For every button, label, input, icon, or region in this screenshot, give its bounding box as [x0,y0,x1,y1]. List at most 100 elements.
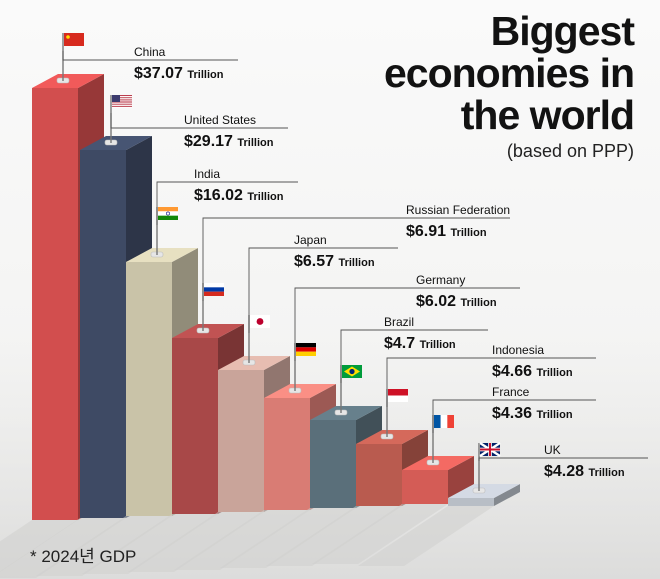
chart-title: Biggest economies in the world (based on… [383,10,635,161]
unit-label: Trillion [420,339,456,351]
label-leader-line [202,217,510,301]
label-leader-line [156,181,298,225]
title-line-2: economies in [383,50,635,96]
label-leader-line [248,247,398,333]
country-label: Brazil [384,315,414,329]
bar-front-face [172,338,218,514]
flag-stripe [112,95,120,102]
usa-flag-icon [112,95,132,108]
bar-brazil: Brazil $4.7 Trillion [220,315,488,568]
bar-shadow [358,506,494,566]
country-label: France [492,385,530,399]
flag-stripe [112,101,132,103]
bar-shadow [0,518,126,578]
bar-shadow [174,510,310,570]
country-label: Russian Federation [406,203,510,217]
bar-front-face [218,370,264,512]
unit-label: Trillion [536,409,572,421]
chart-subtitle: (based on PPP) [506,141,634,161]
bar-front-face [356,444,402,506]
label-leader-line [340,329,488,383]
country-label: Germany [416,273,465,287]
value-label: $4.66 Trillion [492,363,573,380]
bar-front-face [448,498,494,506]
flag-stripe [112,104,132,106]
flag-stripe [388,395,408,402]
bar-shadow [312,504,448,564]
value-label: $6.57 Trillion [294,253,375,270]
indonesia-flag-icon [388,389,408,402]
flag-stripe [112,100,132,102]
label-leader-line [110,113,288,129]
flag-sun [256,318,264,325]
flag-stripe [112,102,132,104]
bar-front-face [126,262,172,516]
label-leader-line [294,287,520,361]
bar-shadow [36,516,172,576]
unit-label: Trillion [536,367,572,379]
title-line-3: the world [460,92,635,138]
value-label: $6.91 Trillion [406,223,487,240]
bar-front-face [32,88,78,520]
label-leader-line [386,357,596,407]
flag-stripe [204,291,224,296]
unit-label: Trillion [588,467,624,479]
flag-stripe [112,97,132,99]
bar-side-face [494,484,520,506]
country-label: United States [184,113,256,127]
flag-stripe [112,95,132,97]
label-leader-line [62,51,238,61]
flag-stripe [112,98,132,100]
brazil-flag-icon [342,365,362,378]
flag-stripe [434,415,441,428]
bar-front-face [402,470,448,504]
japan-flag-icon [250,315,270,328]
label-leader-line [478,457,648,461]
flag-stripe [296,351,316,356]
flag-stripe [112,95,132,96]
flag-stripe [112,103,132,105]
flag-stripe [158,211,178,216]
unit-label: Trillion [460,297,496,309]
flag-stripe [204,287,224,292]
flag-stripe [489,443,491,456]
value-label: $4.36 Trillion [492,405,573,422]
country-label: Japan [294,233,327,247]
unit-label: Trillion [450,227,486,239]
footnote: * 2024년 GDP [30,547,137,566]
flag-stripe [112,106,132,108]
country-label: UK [544,443,561,457]
value-label: $29.17 Trillion [184,133,274,150]
bar-front-face [310,420,356,508]
bar-shadow [266,506,402,566]
flag-stripe [64,33,84,46]
value-label: $37.07 Trillion [134,65,224,82]
bar-front-face [264,398,310,510]
uk-flag-icon [479,441,501,458]
bar-uk: UK $4.28 Trillion [358,441,648,566]
flag-stripe [112,105,132,107]
value-label: $16.02 Trillion [194,187,284,204]
bar-shadow [82,514,218,574]
bar-shadow [220,508,356,568]
flag-stripe [112,99,132,101]
flag-stripe [112,96,132,98]
unit-label: Trillion [187,69,223,81]
flag-stripe [447,415,454,428]
flag-stripe [158,215,178,220]
flag-stripe [204,283,224,288]
flag-globe [349,368,355,375]
russia-flag-icon [204,283,224,296]
value-label: $6.02 Trillion [416,293,497,310]
country-label: Indonesia [492,343,544,357]
label-leader-line [432,399,596,433]
country-label: China [134,45,166,59]
unit-label: Trillion [237,137,273,149]
germany-flag-icon [296,343,316,356]
unit-label: Trillion [338,257,374,269]
value-label: $4.28 Trillion [544,463,625,480]
flag-wheel [166,211,170,216]
country-label: India [194,167,220,181]
